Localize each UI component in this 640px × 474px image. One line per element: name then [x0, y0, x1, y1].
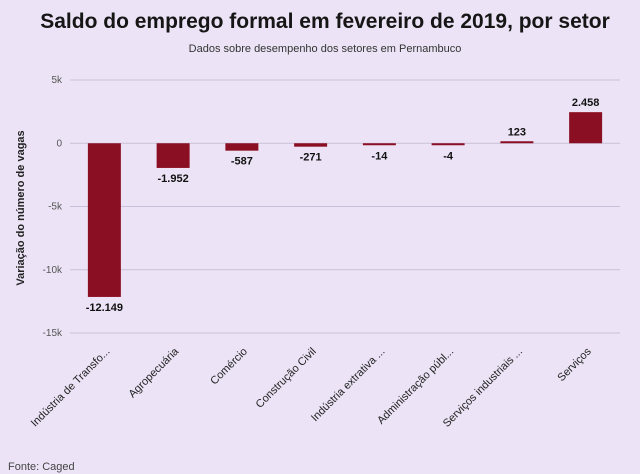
x-tick-label: Construção Civil [254, 346, 319, 411]
data-label: 123 [508, 126, 526, 138]
y-tick-label: -5k [48, 202, 63, 213]
data-label: -587 [231, 156, 253, 168]
chart-title: Saldo do emprego formal em fevereiro de … [40, 10, 610, 33]
y-tick-label: -10k [43, 265, 63, 276]
bar [87, 143, 121, 297]
x-tick-labels: Indústria de Transfo... Agropecuária Comér… [29, 345, 594, 430]
data-label: -4 [443, 150, 454, 162]
bar [294, 143, 328, 147]
x-tick-label: Agropecuária [126, 345, 181, 400]
bar [500, 141, 534, 144]
x-tick-label: Indústria de Transfo... [29, 346, 113, 430]
x-tick-label: Serviços industriais ... [441, 346, 525, 430]
y-tick-label: 5k [51, 75, 63, 86]
bar [569, 112, 603, 144]
data-labels: -12.149 -1.952 -587 -271 -14 -4 123 2.458 [86, 97, 600, 314]
x-tick-label: Serviços [555, 345, 594, 384]
y-axis-label: Variação do número de vagas [15, 130, 27, 285]
bar [362, 143, 396, 146]
bar [225, 143, 259, 151]
y-ticks: 5k 0 -5k -10k -15k [43, 75, 63, 339]
data-label: 2.458 [572, 97, 600, 109]
y-tick-label: 0 [56, 138, 62, 149]
x-tick-label: Administração públ... [375, 346, 456, 427]
data-label: -14 [371, 150, 388, 162]
bar [156, 143, 190, 168]
data-label: -1.952 [158, 173, 189, 185]
chart-source: Fonte: Caged [8, 461, 75, 473]
x-tick-label: Comércio [208, 346, 250, 388]
y-tick-label: -15k [43, 328, 63, 339]
bars [87, 112, 603, 297]
bar [431, 143, 465, 146]
chart-subtitle: Dados sobre desempenho dos setores em Pe… [189, 43, 462, 55]
data-label: -12.149 [86, 302, 123, 314]
x-tick-label: Indústria extrativa ... [309, 346, 388, 425]
data-label: -271 [300, 152, 322, 164]
grid-lines [70, 79, 620, 334]
